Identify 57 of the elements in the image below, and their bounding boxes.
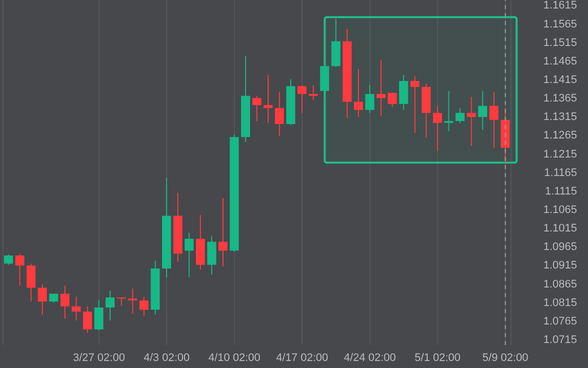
x-tick-label: 4/24 02:00 [344,352,396,364]
candlestick [444,90,454,132]
candlestick [365,84,374,114]
candlestick [218,197,228,268]
y-tick-label: 1.1415 [543,74,577,86]
y-tick-label: 1.0765 [543,315,577,328]
candlestick [410,76,420,134]
y-tick-label: 1.1515 [543,36,577,49]
y-tick-label: 1.1565 [543,18,577,30]
x-tick-label: 4/17 02:00 [276,352,328,364]
x-tick-label: 3/27 02:00 [72,352,125,364]
candlestick [456,108,465,124]
candlestick [399,74,408,110]
candlestick [139,296,148,316]
x-tick-label: 4/3 02:00 [144,352,190,364]
y-tick-label: 1.1615 [543,0,577,12]
candlestick [252,95,262,122]
candlestick [15,253,24,286]
y-tick-label: 1.1265 [543,130,577,142]
x-tick-label: 4/10 02:00 [208,352,260,364]
candlestick [38,284,47,316]
y-tick-label: 1.1365 [543,92,577,105]
candlestick [466,96,476,146]
y-tick-label: 1.1215 [543,148,577,160]
y-tick-label: 1.0715 [543,334,577,346]
candlestick [94,299,104,332]
candlestick [489,92,498,148]
y-tick-label: 1.1015 [543,222,577,235]
candlestick [354,68,363,118]
candlestick [4,254,13,266]
y-tick-label: 1.1315 [543,111,577,124]
y-tick-label: 1.0915 [543,260,577,272]
candlestick [184,232,194,278]
candlestick [83,306,92,334]
candlestick [274,92,284,136]
candlestick [26,263,36,302]
candlestick [207,235,216,275]
candlestick [308,84,318,100]
candlestick [264,74,273,124]
y-tick-label: 1.0815 [543,296,577,309]
candlestick [298,84,307,114]
candlestick [72,296,81,321]
candlestick [478,90,488,130]
y-tick-label: 1.1115 [544,185,577,198]
candlestick [376,60,386,116]
candlestick [60,285,70,320]
candlestick [128,288,138,314]
candlestick [106,290,115,321]
candlestick [432,105,442,152]
x-tick-label: 5/1 02:00 [414,352,461,364]
candlestick [388,92,397,108]
y-tick-label: 1.0965 [543,241,577,254]
x-tick-label: 5/9 02:00 [482,352,528,364]
y-tick-label: 1.1165 [544,166,577,179]
y-tick-label: 1.1465 [543,55,577,68]
y-tick-label: 1.0865 [543,278,577,290]
y-tick-label: 1.1065 [543,204,577,216]
